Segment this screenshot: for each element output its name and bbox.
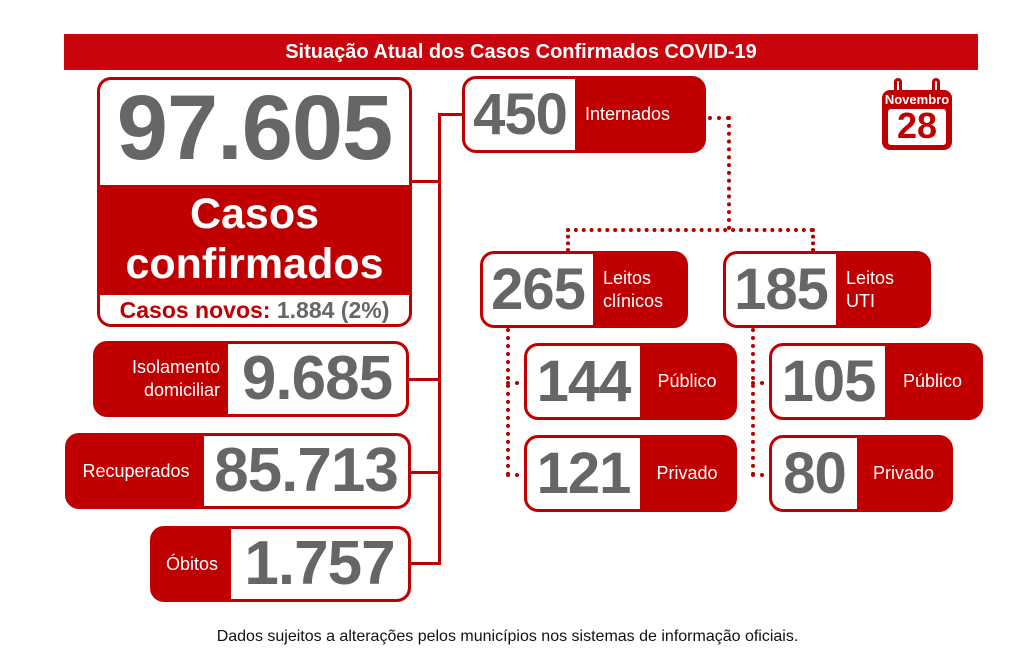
icu-public-label: Público (902, 371, 963, 391)
deaths-card: Óbitos 1.757 (150, 526, 411, 602)
icu-private-value: 80 (783, 440, 847, 506)
home-isolation-label-line2: domiciliar (143, 380, 220, 400)
clinical-private-card: 121 Privado (524, 435, 737, 512)
confirmed-value: 97.605 (116, 77, 393, 179)
calendar-month: Novembro (884, 92, 950, 107)
clinical-public-label: Público (657, 371, 717, 391)
icu-beds-value: 185 (734, 256, 829, 322)
clinical-beds-card: 265 Leitos clínicos (480, 251, 688, 328)
page-title: Situação Atual dos Casos Confirmados COV… (64, 34, 978, 70)
calendar-day: 28 (896, 105, 938, 146)
clinical-public-card: 144 Público (524, 343, 737, 420)
new-cases-value: 1.884 (2%) (276, 297, 390, 323)
confirmed-label-line2: confirmados (125, 240, 384, 288)
recovered-value: 85.713 (214, 436, 399, 505)
deaths-label: Óbitos (165, 553, 219, 574)
confirmed-label-line1: Casos (189, 190, 320, 238)
confirmed-cases-card: 97.605 Casos confirmados Casos novos: 1.… (97, 77, 412, 327)
icu-beds-label-line2: UTI (846, 290, 875, 311)
recovered-label: Recuperados (82, 460, 190, 481)
home-isolation-label-line1: Isolamento (131, 357, 220, 377)
new-cases: Casos novos: 1.884 (2%) (100, 296, 409, 324)
hospitalized-label: Internados (585, 104, 671, 124)
clinical-private-value: 121 (536, 440, 632, 506)
clinical-public-value: 144 (536, 348, 632, 414)
recovered-card: Recuperados 85.713 (65, 433, 411, 509)
hospitalized-card: 450 Internados (462, 76, 706, 153)
clinical-beds-label-line2: clínicos (603, 290, 664, 311)
clinical-private-label: Privado (656, 463, 718, 483)
icu-public-card: 105 Público (769, 343, 983, 420)
icu-beds-label-line1: Leitos (846, 267, 895, 288)
icu-beds-card: 185 Leitos UTI (723, 251, 931, 328)
calendar-icon: Novembro 28 (882, 78, 952, 150)
icu-private-label: Privado (872, 463, 935, 483)
home-isolation-value: 9.685 (241, 344, 393, 413)
footer-note: Dados sujeitos a alterações pelos municí… (216, 628, 799, 645)
clinical-beds-value: 265 (491, 256, 586, 322)
icu-public-value: 105 (781, 348, 877, 414)
clinical-beds-label-line1: Leitos (603, 267, 652, 288)
deaths-value: 1.757 (244, 529, 395, 598)
icu-private-card: 80 Privado (769, 435, 953, 512)
hospitalized-value: 450 (473, 81, 568, 147)
home-isolation-card: Isolamento domiciliar 9.685 (93, 341, 409, 417)
new-cases-label: Casos novos: (119, 297, 271, 323)
